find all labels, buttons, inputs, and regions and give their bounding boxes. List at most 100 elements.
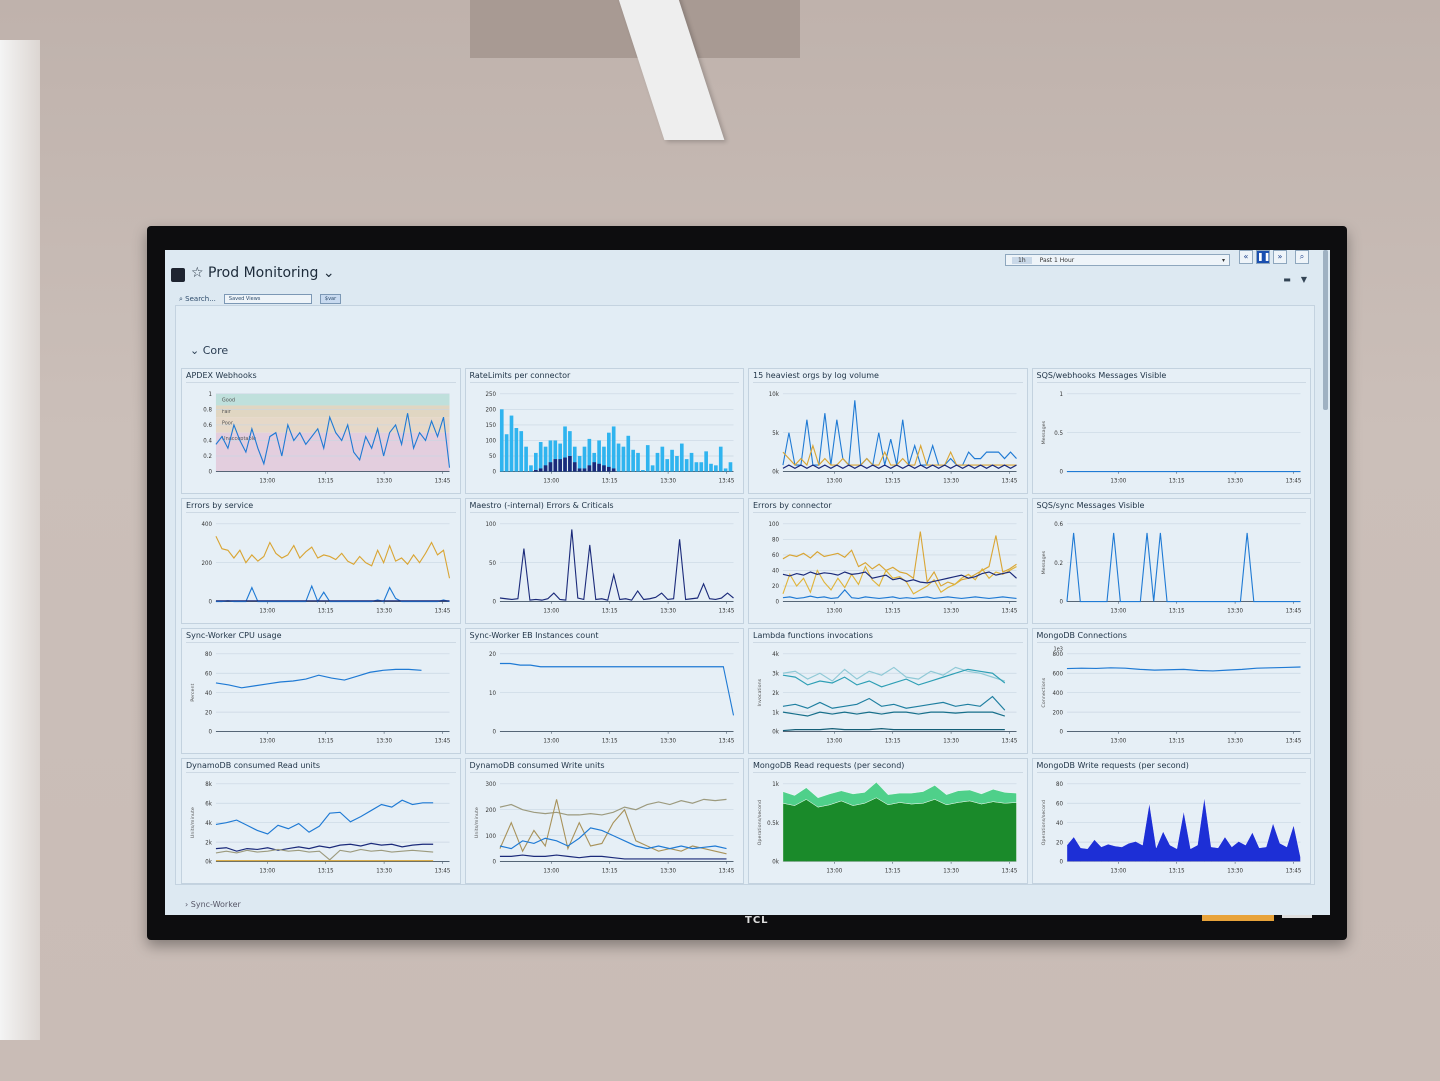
widget-title: Errors by service <box>186 501 456 513</box>
search-input[interactable]: ⌕ Search... <box>179 295 216 304</box>
bar <box>655 452 659 472</box>
chevron-down-icon[interactable]: ⌄ <box>318 265 335 281</box>
y-tick-label: 1k <box>772 782 779 788</box>
y-tick-label: 300 <box>485 782 496 788</box>
y-tick-label: 80 <box>1055 782 1062 788</box>
bar <box>504 434 508 472</box>
chart: 0 50 100 13:00 13:15 13:30 13:45 <box>485 522 734 615</box>
widget-dynamodb-consumed-read-units[interactable]: DynamoDB consumed Read units 0k 2k 4k 6k 8k Un… <box>181 758 461 884</box>
y-tick-label: 2k <box>772 691 779 697</box>
bar <box>557 459 562 472</box>
bar <box>596 440 601 472</box>
dashboard-title[interactable]: ☆ Prod Monitoring ⌄ <box>191 265 335 281</box>
bar <box>543 446 547 472</box>
x-tick-label: 13:30 <box>660 738 676 744</box>
tv-mode-icon[interactable]: ▼ <box>1300 275 1308 284</box>
forward-button[interactable]: » <box>1273 250 1287 264</box>
bar <box>577 468 581 472</box>
y-tick-label: 0k <box>205 860 212 866</box>
widget-errors-by-connector[interactable]: Errors by connector 0 20 40 60 80 100 13:00 13:1… <box>748 498 1028 624</box>
y-tick-label: 100 <box>485 522 496 528</box>
bar <box>611 426 616 472</box>
widget-title: APDEX Webhooks <box>186 371 456 383</box>
bar <box>640 470 645 472</box>
y-tick-label: 0.8 <box>203 407 212 413</box>
time-range-label: Past 1 Hour <box>1039 256 1075 264</box>
chart: 0k 0.5k 1k Operations/second 13:00 13:15 13:30… <box>757 782 1018 875</box>
widget-mongodb-read-requests-per-second[interactable]: MongoDB Read requests (per second) 0k 0.5k… <box>748 758 1028 884</box>
x-tick-label: 13:30 <box>660 478 676 484</box>
line-series <box>498 799 727 855</box>
x-tick-label: 13:30 <box>376 868 392 874</box>
y-unit-label: 1e3 <box>1053 646 1062 652</box>
collapsed-section-title: Sync-Worker <box>190 900 241 909</box>
widget-15-heaviest-orgs-by-log-volume[interactable]: 15 heaviest orgs by log volume 0k 5k 10k 13:… <box>748 368 1028 494</box>
widget-maestro-internal-errors-criticals[interactable]: Maestro (-internal) Errors & Criticals 0 5… <box>464 498 744 624</box>
x-tick-label: 13:30 <box>376 738 392 744</box>
line-series <box>782 400 1017 467</box>
saved-views-select[interactable]: Saved Views <box>223 294 312 304</box>
bar <box>572 446 577 472</box>
widget-errors-by-service[interactable]: Errors by service 0 200 400 13:00 13:15 13:30 1… <box>181 498 461 624</box>
pause-button[interactable]: ❚❚ <box>1256 250 1270 264</box>
y-tick-label: 0.2 <box>203 454 212 460</box>
x-tick-label: 13:00 <box>543 868 559 874</box>
x-tick-label: 13:45 <box>718 868 734 874</box>
x-tick-label: 13:15 <box>601 608 617 614</box>
x-tick-label: 13:00 <box>543 738 559 744</box>
band-label: Good <box>222 397 235 403</box>
widget-apdex-webhooks[interactable]: APDEX Webhooks Good Fair Poor Unacceptable 0 0… <box>181 368 461 494</box>
widget-lambda-functions-invocations[interactable]: Lambda functions invocations 0k 1k 2k 3k 4k In… <box>748 628 1028 754</box>
y-tick-label: 3k <box>772 671 779 677</box>
x-tick-label: 13:15 <box>885 478 901 484</box>
chart: 0 200 400 13:00 13:15 13:30 13:45 <box>201 522 450 615</box>
y-tick-label: 400 <box>201 522 212 528</box>
bar <box>718 446 723 472</box>
widget-sync-worker-eb-instances-count[interactable]: Sync-Worker EB Instances count 0 10 20 13:00… <box>464 628 744 754</box>
bar <box>698 462 703 472</box>
widget-mongodb-connections[interactable]: MongoDB Connections 0 200 400 600 800 1e3 Conne… <box>1031 628 1311 754</box>
widget-sqs-sync-messages-visible[interactable]: SQS/sync Messages Visible 0 0.2 0.6 Messages… <box>1031 498 1311 624</box>
y-tick-label: 800 <box>1052 652 1063 658</box>
x-tick-label: 13:15 <box>885 608 901 614</box>
menu-icon[interactable] <box>171 268 185 282</box>
y-tick-label: 20 <box>772 584 779 590</box>
line-series <box>782 531 1017 587</box>
y-tick-label: 0.5 <box>1054 431 1063 437</box>
dashboard-header: ☆ Prod Monitoring ⌄ 1h Past 1 Hour ▾ « ❚❚ … <box>165 250 1330 304</box>
section-toggle[interactable]: ⌄ Core <box>190 344 228 357</box>
y-tick-label: 8k <box>205 782 212 788</box>
bar <box>689 452 693 472</box>
y-tick-label: 1 <box>1059 392 1063 398</box>
zoom-search-button[interactable]: ⌕ <box>1295 250 1309 264</box>
widget-title: SQS/webhooks Messages Visible <box>1036 371 1306 383</box>
y-tick-label: 0 <box>208 470 212 476</box>
widget-mongodb-write-requests-per-second[interactable]: MongoDB Write requests (per second) 0 20 40… <box>1031 758 1311 884</box>
bar <box>664 459 669 472</box>
widget-dynamodb-consumed-write-units[interactable]: DynamoDB consumed Write units 0 100 200 300 U… <box>464 758 744 884</box>
time-range-select[interactable]: 1h Past 1 Hour ▾ <box>1005 254 1230 266</box>
chart: 0k 2k 4k 6k 8k Units/minute 13:00 13:15 13:30 13:… <box>190 782 451 875</box>
scrollbar[interactable] <box>1323 250 1328 410</box>
chart: 0 50 100 150 200 250 13:00 13:15 13:30 13:45 <box>485 392 734 485</box>
y-axis-label: Units/minute <box>474 807 480 838</box>
line-series <box>1066 666 1301 672</box>
widget-sqs-webhooks-messages-visible[interactable]: SQS/webhooks Messages Visible 0 0.5 1 Messag… <box>1031 368 1311 494</box>
y-axis-label: Messages <box>1041 420 1047 444</box>
y-axis-label: Connections <box>1041 677 1047 707</box>
x-tick-label: 13:15 <box>318 478 334 484</box>
widget-sync-worker-cpu-usage[interactable]: Sync-Worker CPU usage 0 20 40 60 80 Percent 13:… <box>181 628 461 754</box>
line-series <box>782 464 1017 469</box>
y-tick-label: 2k <box>205 840 212 846</box>
template-variable-pill[interactable]: $var <box>319 294 342 304</box>
star-icon[interactable]: ☆ <box>191 265 209 281</box>
x-tick-label: 13:30 <box>943 478 959 484</box>
bar <box>723 468 727 472</box>
keyboard-icon[interactable]: ▬ <box>1283 275 1291 284</box>
collapsed-section-sync-worker[interactable]: › Sync-Worker <box>185 900 241 909</box>
rewind-button[interactable]: « <box>1239 250 1253 264</box>
y-tick-label: 400 <box>1052 691 1063 697</box>
x-tick-label: 13:00 <box>1110 738 1126 744</box>
widget-ratelimits-per-connector[interactable]: RateLimits per connector 0 50 100 150 200 250 1… <box>464 368 744 494</box>
y-tick-label: 0.2 <box>1054 561 1063 567</box>
